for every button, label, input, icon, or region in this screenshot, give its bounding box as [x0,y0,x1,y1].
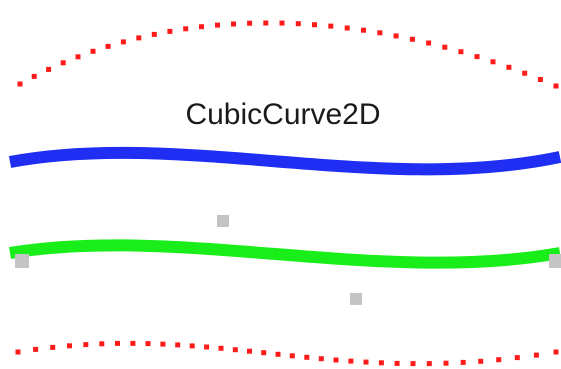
top-arc-dot [199,24,204,30]
bottom-wave-dot [145,341,151,347]
top-arc-dot [60,60,66,66]
top-arc-dot [263,20,269,26]
top-arc-dot [247,20,253,26]
bottom-wave-dot [426,361,432,367]
bottom-wave-dot [160,341,166,347]
bottom-wave-dot [218,345,224,351]
top-arc-dot [231,21,236,27]
curve-endpoint-start[interactable] [15,254,29,268]
bottom-wave-dot [99,341,105,347]
bottom-wave-dot [348,358,354,364]
bottom-wave-dot [115,340,120,346]
top-arc-dot [361,27,366,33]
top-arc-dot [75,54,81,60]
top-arc-dot [279,20,285,26]
top-arc-dot [295,21,301,27]
top-arc-dot [151,31,157,37]
top-arc-dot [490,59,496,65]
bottom-wave-dot [204,344,210,350]
top-arc-dot [458,49,464,55]
top-arc-dot [344,25,350,31]
bottom-wave-dot [67,343,72,349]
bottom-wave-dot [363,359,369,365]
bottom-wave-dot [394,360,400,366]
bottom-wave-dot [33,346,39,352]
top-arc-dot [120,39,126,45]
top-arc-dot [426,40,432,46]
bottom-wave-dot [478,358,484,364]
bottom-wave-dot [410,361,416,367]
green-cubic-curve [9,239,561,269]
top-arc-dot [105,43,111,49]
bottom-wave-dot [318,356,324,362]
bottom-wave-dot [333,357,339,363]
bottom-wave-dot [261,350,267,356]
bottom-wave-dot [496,357,502,363]
control-point-1[interactable] [217,215,229,227]
bottom-wave-dot [378,360,384,366]
top-arc-dot [409,36,415,42]
blue-cubic-curve [8,146,561,176]
top-dotted-arc [17,20,559,89]
bottom-wave-dot [15,349,21,355]
top-arc-dot [553,83,559,89]
bottom-wave-dot [83,342,89,348]
bottom-dotted-wave [15,340,559,367]
bottom-wave-dot [247,348,252,354]
bottom-wave-dot [130,340,136,346]
bottom-wave-dot [275,351,281,357]
top-arc-dot [312,22,317,28]
bottom-wave-dot [232,347,238,353]
bottom-wave-dot [175,342,181,348]
top-arc-dot [537,77,543,82]
curve-title: CubicCurve2D [185,98,380,131]
control-point-2[interactable] [350,293,362,305]
curve-endpoint-end[interactable] [549,254,561,268]
top-arc-dot [442,44,448,50]
bottom-wave-dot [289,353,295,359]
bottom-wave-dot [514,355,520,361]
top-arc-dot [377,30,383,36]
bottom-wave-dot [443,360,449,366]
top-arc-dot [506,64,512,70]
top-arc-dot [17,81,23,87]
top-arc-dot [46,66,52,72]
top-arc-dot [393,33,399,39]
top-arc-dot [328,23,334,29]
bottom-wave-dot [189,343,195,349]
bottom-wave-dot [553,349,559,355]
bottom-wave-dot [460,359,466,365]
top-arc-dot [474,54,480,60]
top-arc-dot [31,73,37,79]
top-arc-dot [522,70,528,76]
bottom-wave-dot [304,354,310,360]
top-arc-dot [183,26,189,32]
top-arc-dot [90,48,96,54]
bottom-wave-dot [533,352,539,358]
top-arc-dot [167,28,173,34]
bottom-wave-dot [50,344,56,350]
top-arc-dot [215,22,220,28]
top-arc-dot [136,35,142,41]
